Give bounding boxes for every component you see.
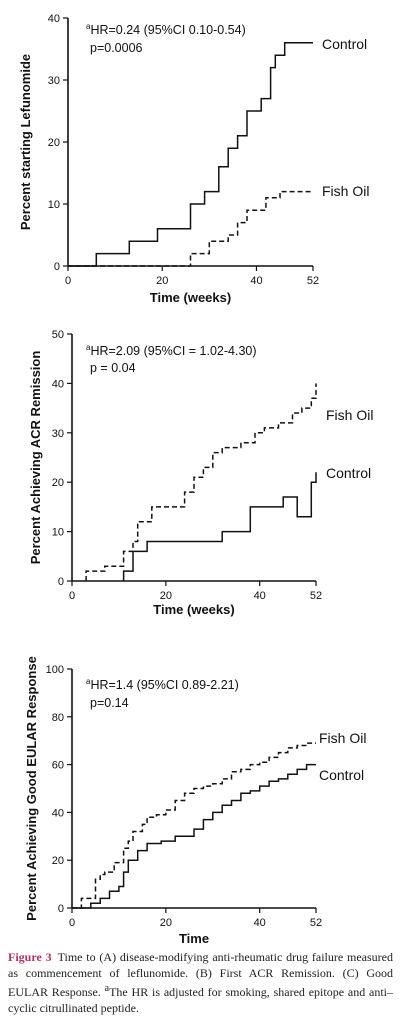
y-tick-label: 50 [52,329,64,341]
chart-panel-3: 0 20 40 60 80 100 0 20 40 52 Time Percent Achieving… [24,656,366,945]
series-label-fish-oil: Fish Oil [319,730,366,746]
x-axis-title: Time [179,931,209,945]
x-axis-title: Time (weeks) [150,290,231,305]
y-tick-label: 10 [52,527,64,539]
y-tick-label: 20 [48,137,60,149]
series-label-fish-oil: Fish Oil [326,407,373,423]
series-line-control [122,472,317,581]
hr-superscript: a [86,677,91,686]
x-tick-label: 52 [310,917,322,929]
chart-panel-2: 0 10 20 30 40 50 0 20 40 52 Time (weeks) Percent Ac… [28,329,373,617]
y-tick-label: 40 [48,13,60,25]
hr-annotation: aHR=2.09 (95%CI = 1.02-4.30) [86,343,257,358]
hr-text: HR=1.4 (95%CI 0.89-2.21) [90,678,238,692]
series-label-control: Control [322,36,367,52]
y-tick-label: 30 [48,75,60,87]
x-tick-label: 52 [307,275,319,287]
y-axis-title: Percent Achieving Good EULAR Response [24,656,39,921]
y-tick-label: 0 [54,261,60,273]
y-tick-label: 20 [52,855,64,867]
figure-label: Figure 3 [8,950,52,964]
y-tick-label: 40 [52,378,64,390]
caption-footnote-marker: a [104,983,110,994]
caption-text: Time to (A) disease-modifying anti-rheum… [8,950,393,999]
series-label-fish-oil: Fish Oil [322,183,369,199]
y-tick-label: 80 [52,712,64,724]
series-line-fish-oil [85,383,317,581]
series-line-control [68,42,313,267]
y-tick-label: 20 [52,477,64,489]
x-tick-label: 0 [69,590,75,602]
hr-superscript: a [86,22,91,31]
series-label-control: Control [326,465,371,481]
x-tick-label: 0 [65,275,71,287]
x-tick-label: 0 [69,917,75,929]
hr-text: HR=2.09 (95%CI = 1.02-4.30) [90,344,256,358]
p-value-annotation: p=0.14 [90,696,129,710]
x-tick-label: 40 [250,275,262,287]
hr-annotation: aHR=1.4 (95%CI 0.89-2.21) [86,677,239,692]
y-tick-label: 0 [58,576,64,588]
x-tick-label: 20 [156,275,168,287]
hr-superscript: a [86,343,91,352]
y-axis-title: Percent Achieving ACR Remission [28,351,43,565]
y-tick-label: 10 [48,199,60,211]
x-tick-label: 40 [254,590,266,602]
p-value-annotation: p = 0.04 [90,361,136,375]
y-tick-label: 60 [52,760,64,772]
series-label-control: Control [319,767,364,783]
figure-panels: 0 10 20 30 40 0 20 40 52 Time (weeks) Percent star… [18,13,373,945]
series-line-control [72,763,316,909]
hr-annotation: aHR=0.24 (95%CI 0.10-0.54) [86,22,246,37]
chart-panel-1: 0 10 20 30 40 0 20 40 52 Time (weeks) Percent star… [18,13,369,305]
x-tick-label: 52 [310,590,322,602]
y-tick-label: 100 [46,664,64,676]
y-axis-title: Percent starting Lefunomide [18,54,33,230]
x-axis-title: Time (weeks) [153,602,234,617]
y-tick-label: 30 [52,428,64,440]
x-tick-label: 20 [160,917,172,929]
caption-footnote-text: The HR is adjusted for smoking, shared e… [8,985,393,1015]
x-tick-label: 40 [254,917,266,929]
y-tick-label: 0 [58,903,64,915]
series-line-fish-oil [72,742,316,909]
series-line-fish-oil [68,190,313,267]
hr-text: HR=0.24 (95%CI 0.10-0.54) [90,23,245,37]
p-value-annotation: p=0.0006 [90,41,143,55]
y-tick-label: 40 [52,807,64,819]
x-tick-label: 20 [160,590,172,602]
figure-caption: Figure 3 Time to (A) disease-modifying an… [8,950,393,1016]
